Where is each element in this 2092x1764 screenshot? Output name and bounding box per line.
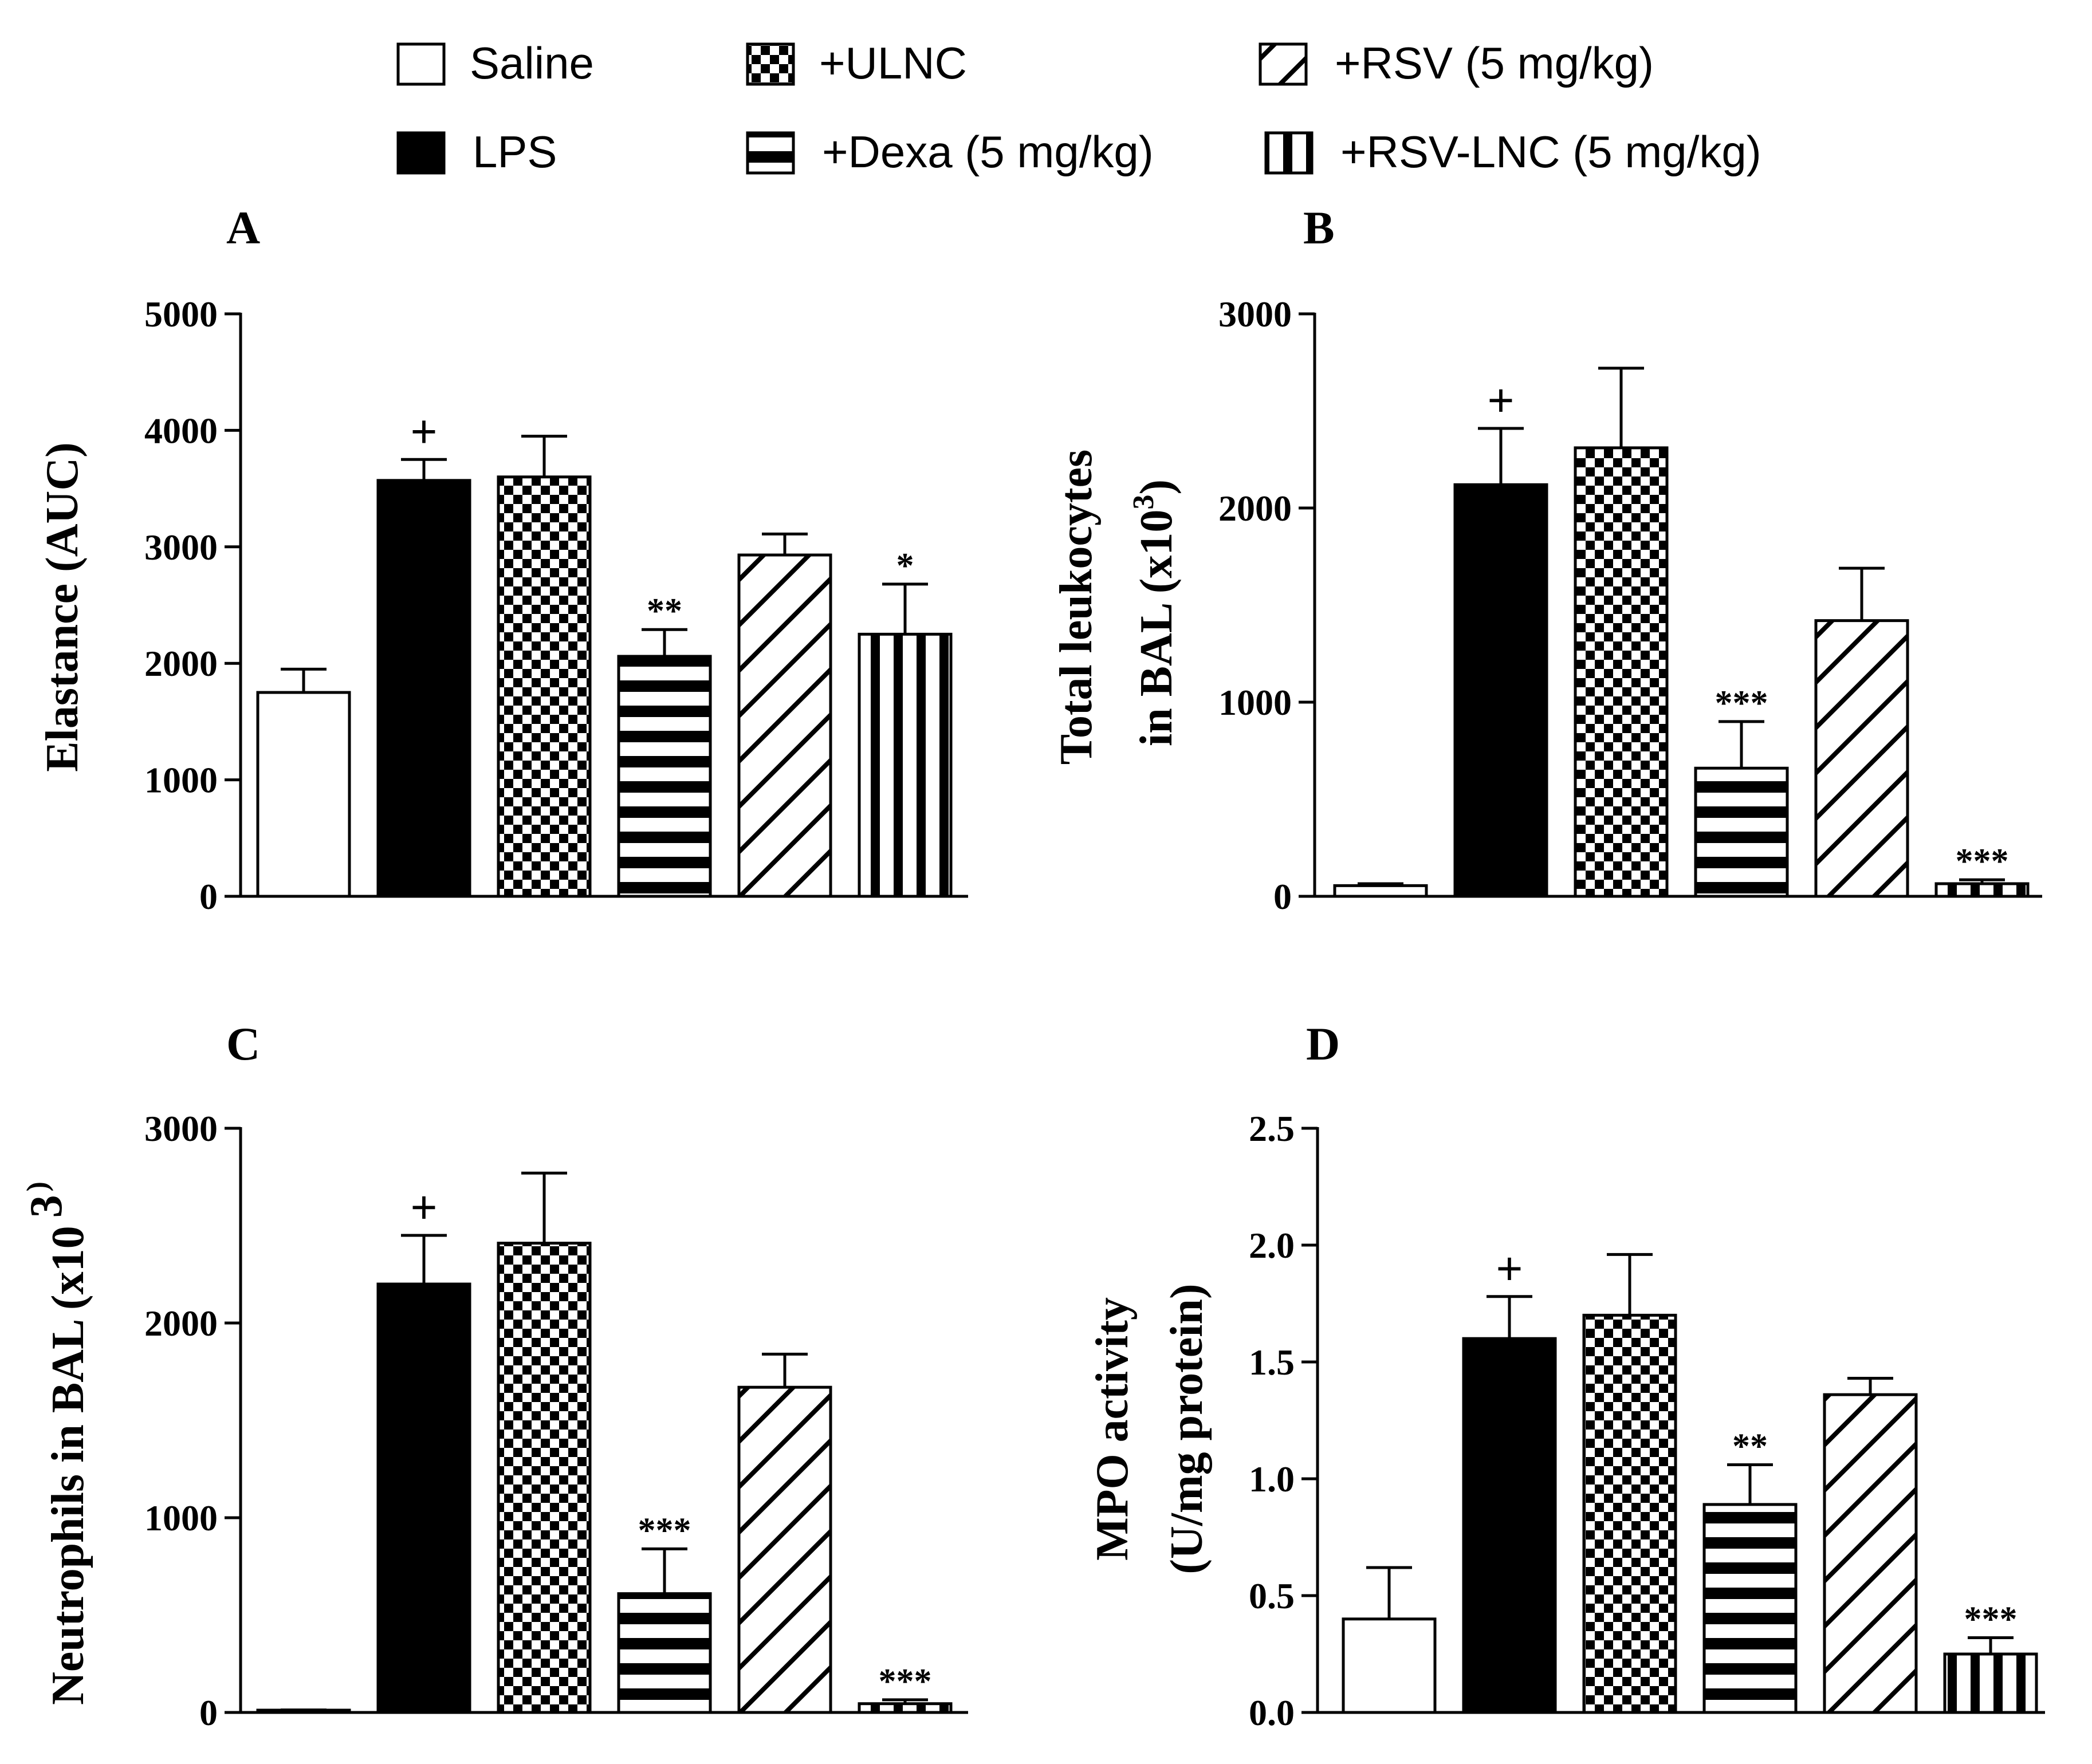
y-tick-label-a: 3000 <box>144 527 218 568</box>
bar-b-ulnc <box>1574 446 1669 898</box>
bar-a-lps <box>376 479 471 898</box>
panel-letter-d: D <box>1306 1018 1340 1070</box>
significance-c-rsv-lnc: *** <box>879 1662 932 1701</box>
y-axis-label-a: Elastance (AUC) <box>37 442 88 771</box>
y-axis-label-b-exponent: 3 <box>1127 495 1160 510</box>
bar-a-rsv <box>737 553 832 898</box>
y-tick-label-b: 2000 <box>1218 488 1292 529</box>
bar-a-dexa <box>617 655 712 898</box>
significance-b-rsv-lnc: *** <box>1956 842 2009 881</box>
bar-c-rsv <box>737 1385 832 1714</box>
y-tick-label-d: 1.5 <box>1249 1342 1295 1383</box>
legend-label-lps: LPS <box>473 127 557 177</box>
panel-d: D MPO activity (U/mg protein) 0.0 0.5 1.0 1… <box>1087 1018 2045 1733</box>
legend-label-dexa: +Dexa (5 mg/kg) <box>822 127 1154 177</box>
y-tick-label-c: 1000 <box>144 1498 218 1538</box>
y-tick-label-d: 2.5 <box>1249 1108 1295 1149</box>
panel-b: B Total leukocytes in BAL (x103) 0 1000 20… <box>1051 202 2042 917</box>
y-tick-label-d: 0.0 <box>1249 1692 1295 1733</box>
legend-swatch-rsv-lnc <box>1264 131 1314 175</box>
y-tick-label-d: 1.0 <box>1249 1459 1295 1499</box>
panel-letter-a: A <box>226 202 260 254</box>
bar-c-ulnc <box>497 1242 592 1714</box>
y-tick-label-c: 2000 <box>144 1303 218 1344</box>
bar-c-rsv-lnc <box>858 1702 953 1714</box>
bars-b: 0 1000 2000 3000 + *** *** <box>1218 294 2042 917</box>
bars-c: 0 1000 2000 3000 + *** *** <box>144 1108 968 1733</box>
y-tick-label-a: 1000 <box>144 760 218 801</box>
y-axis-label-c-exponent: 3 <box>21 1195 72 1218</box>
significance-a-dexa: ** <box>647 592 682 631</box>
significance-a-lps: + <box>411 405 438 456</box>
significance-c-lps: + <box>411 1182 438 1233</box>
legend-item-ulnc[interactable]: +ULNC <box>746 38 967 88</box>
y-tick-label-c: 3000 <box>144 1108 218 1149</box>
panel-letter-b: B <box>1303 202 1335 254</box>
y-axis-label-d-line-1: MPO activity <box>1087 1297 1138 1561</box>
legend-item-lps[interactable]: LPS <box>396 127 557 177</box>
legend-item-dexa[interactable]: +Dexa (5 mg/kg) <box>746 127 1154 177</box>
bar-a-ulnc <box>497 475 592 898</box>
legend-swatch-ulnc <box>746 42 795 86</box>
y-tick-label-a: 2000 <box>144 643 218 684</box>
significance-a-rsv-lnc: * <box>896 546 914 585</box>
legend-swatch-saline <box>396 42 446 86</box>
significance-b-lps: + <box>1488 375 1515 426</box>
y-axis-label-b-line-1: Total leukocytes <box>1051 450 1102 765</box>
significance-d-lps: + <box>1496 1243 1523 1294</box>
significance-d-rsv-lnc: *** <box>1964 1600 2018 1639</box>
legend-swatch-rsv <box>1259 42 1308 86</box>
y-tick-label-d: 2.0 <box>1249 1225 1295 1266</box>
bar-b-lps <box>1453 483 1548 898</box>
bar-d-dexa <box>1702 1503 1798 1714</box>
legend-label-rsv: +RSV (5 mg/kg) <box>1335 38 1654 88</box>
legend-item-saline[interactable]: Saline <box>396 38 594 88</box>
y-axis-label-d-line-2: (U/mg protein) <box>1162 1283 1212 1574</box>
y-axis-label-b-base: in BAL (x10 <box>1131 510 1182 746</box>
y-axis-label-b-line-2: in BAL (x103) <box>1127 479 1182 746</box>
bar-c-lps <box>376 1282 471 1714</box>
legend-label-saline: Saline <box>470 38 594 88</box>
panel-a: A Elastance (AUC) 0 1000 2000 3000 4000 5000 +… <box>37 202 968 917</box>
bar-a-rsv-lnc <box>858 632 953 898</box>
bar-d-saline <box>1342 1617 1437 1714</box>
bar-a-saline <box>256 691 351 898</box>
bar-d-rsv-lnc <box>1943 1652 2038 1714</box>
y-tick-label-b: 1000 <box>1218 682 1292 723</box>
y-tick-label-d: 0.5 <box>1249 1576 1295 1616</box>
bar-c-dexa <box>617 1592 712 1714</box>
legend: Saline LPS +ULNC +Dexa (5 mg/kg) +RSV (5… <box>396 38 1761 177</box>
panel-c: C Neutrophils in BAL (x10 3) 0 1000 2000 300… <box>21 1018 968 1733</box>
y-tick-label-b: 0 <box>1273 876 1292 917</box>
y-axis-label-c: Neutrophils in BAL (x10 3) <box>21 1182 93 1705</box>
legend-item-rsv-lnc[interactable]: +RSV-LNC (5 mg/kg) <box>1264 127 1761 177</box>
significance-c-dexa: *** <box>638 1511 691 1550</box>
y-tick-label-c: 0 <box>199 1692 218 1733</box>
y-axis-label-c-close: ) <box>21 1182 54 1191</box>
bar-b-dexa <box>1694 766 1789 898</box>
bar-d-ulnc <box>1582 1313 1677 1714</box>
bar-b-rsv-lnc <box>1934 882 2030 898</box>
y-tick-label-a: 0 <box>199 876 218 917</box>
y-tick-label-b: 3000 <box>1218 294 1292 334</box>
bar-d-rsv <box>1823 1393 1918 1714</box>
significance-b-dexa: *** <box>1715 684 1768 723</box>
y-axis-label-b-close: ) <box>1131 479 1182 495</box>
y-axis-label-c-base: Neutrophils in BAL (x10 <box>43 1226 93 1704</box>
y-tick-label-a: 4000 <box>144 410 218 451</box>
bar-b-rsv <box>1814 619 1909 898</box>
legend-item-rsv[interactable]: +RSV (5 mg/kg) <box>1259 38 1654 88</box>
y-tick-label-a: 5000 <box>144 294 218 334</box>
legend-label-ulnc: +ULNC <box>819 38 967 88</box>
bar-b-saline <box>1333 884 1428 898</box>
bars-d: 0.00.51.01.52.02.5+***** <box>1249 1108 2045 1733</box>
significance-d-dexa: ** <box>1732 1427 1768 1466</box>
bar-d-lps <box>1462 1337 1557 1714</box>
legend-swatch-dexa <box>746 131 795 175</box>
panel-letter-c: C <box>226 1018 260 1070</box>
legend-swatch-lps <box>396 131 446 175</box>
legend-label-rsv-lnc: +RSV-LNC (5 mg/kg) <box>1340 127 1761 177</box>
